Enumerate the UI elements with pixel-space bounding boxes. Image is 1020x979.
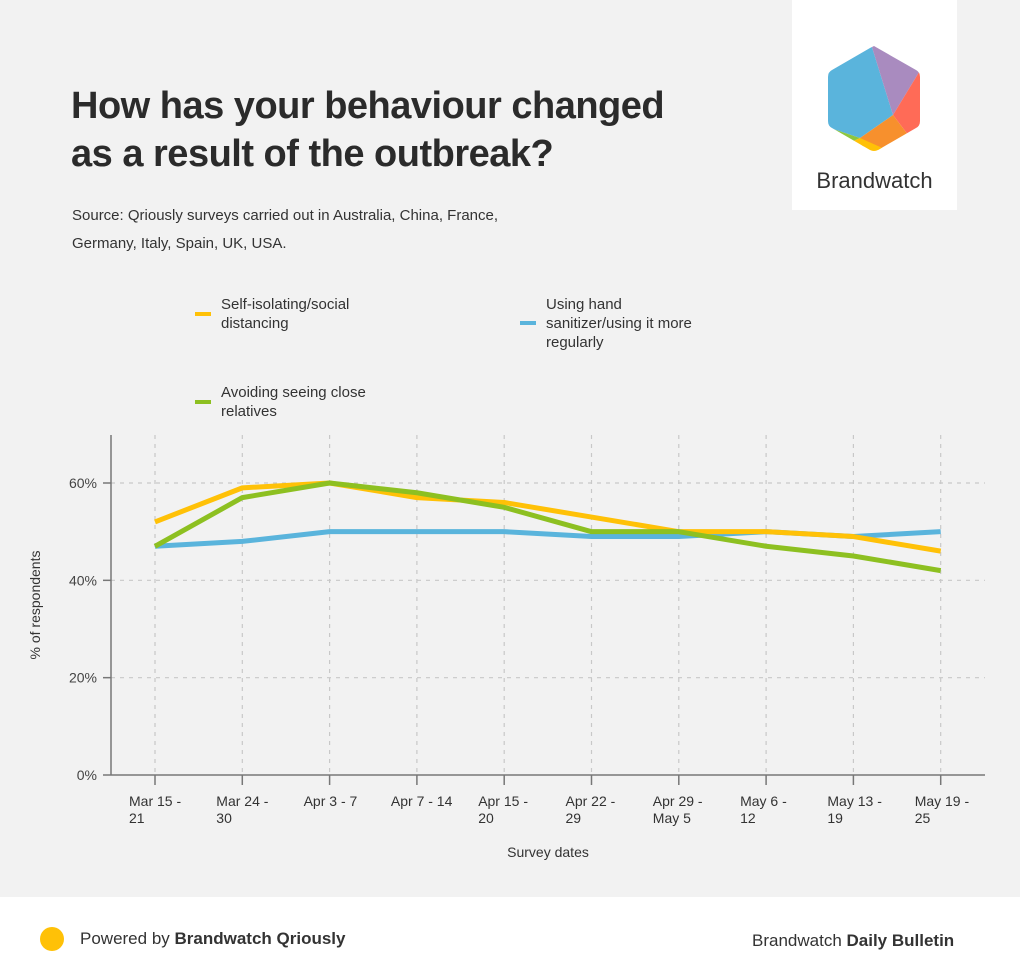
title-line-1: How has your behaviour changed <box>71 85 665 127</box>
y-tick-label: 60% <box>69 475 97 491</box>
source-line-1: Source: Qriously surveys carried out in … <box>72 207 499 224</box>
x-tick-label: Apr 7 - 14 <box>391 793 453 809</box>
brandwatch-logo: Brandwatch <box>792 0 957 210</box>
x-axis-title: Survey dates <box>507 844 589 860</box>
footer <box>0 897 1020 979</box>
legend-swatch <box>195 312 211 316</box>
y-tick-label: 40% <box>69 572 97 588</box>
source-line-2: Germany, Italy, Spain, UK, USA. <box>72 235 287 252</box>
y-axis-title: % of respondents <box>27 551 43 660</box>
powered-by-text: Powered by Brandwatch Qriously <box>80 929 345 949</box>
x-tick-label: Apr 3 - 7 <box>304 793 358 809</box>
bulletin-prefix: Brandwatch <box>752 931 847 950</box>
bulletin-name: Daily Bulletin <box>846 931 955 950</box>
x-tick-label: May 13 -19 <box>827 793 882 826</box>
series-line-3 <box>153 480 942 574</box>
y-tick-label: 0% <box>77 767 97 783</box>
x-tick-label: May 6 -12 <box>740 793 787 826</box>
qriously-dot-icon <box>40 927 64 951</box>
source-note: Source: Qriously surveys carried out in … <box>72 202 592 258</box>
legend-swatch <box>520 321 536 325</box>
daily-bulletin-text: Brandwatch Daily Bulletin <box>752 931 954 951</box>
powered-prefix: Powered by <box>80 929 175 948</box>
legend-label: Avoiding seeing close relatives <box>221 384 366 420</box>
title-line-2: as a result of the outbreak? <box>71 133 554 175</box>
brandwatch-hexagon-icon <box>828 46 920 151</box>
x-tick-label: Mar 24 -30 <box>216 793 268 826</box>
legend-label: Using hand sanitizer/using it more regular… <box>546 296 692 351</box>
x-tick-label: Apr 15 -20 <box>478 793 528 826</box>
y-tick-label: 20% <box>69 670 97 686</box>
logo-wordmark: Brandwatch <box>816 168 933 193</box>
chart-title: How has your behaviour changed as a resu… <box>71 82 665 178</box>
legend-swatch <box>195 400 211 404</box>
line-chart: 0% 20% 40% 60% Mar 15 -21 Mar 24 -30 Apr 3 - 7… <box>27 435 985 860</box>
powered-brand: Brandwatch Qriously <box>174 929 346 948</box>
x-tick-label: Apr 29 -May 5 <box>653 793 703 826</box>
series-line-1 <box>154 480 942 554</box>
x-tick-label: May 19 -25 <box>915 793 970 826</box>
x-tick-label: Mar 15 -21 <box>129 793 181 826</box>
legend-label: Self-isolating/social distancing <box>221 296 350 332</box>
x-tick-label: Apr 22 -29 <box>566 793 616 826</box>
